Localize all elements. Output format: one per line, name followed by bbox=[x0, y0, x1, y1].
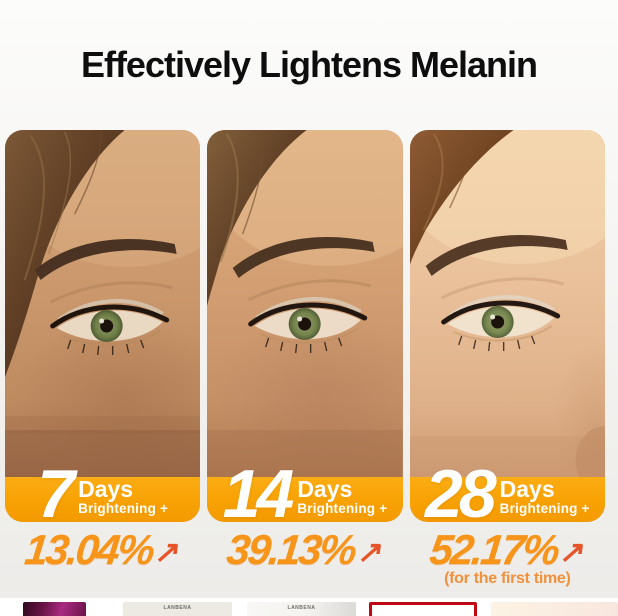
face-photo-7-days bbox=[5, 130, 201, 477]
thumbnail-carousel: LANBENA LANBENA bbox=[0, 598, 618, 616]
gallery-thumbnail-2[interactable]: LANBENA bbox=[123, 602, 232, 616]
face-photo-14-days bbox=[207, 130, 403, 477]
days-number: 7 bbox=[37, 456, 75, 522]
days-banner: 7 Days Brightening + bbox=[5, 461, 201, 522]
up-trend-arrow-icon: ↗ bbox=[355, 536, 386, 569]
days-banner: 14 Days Brightening + bbox=[207, 461, 403, 522]
comparison-panel-14-days: 14 Days Brightening + bbox=[207, 130, 403, 522]
gallery-thumbnail-3[interactable]: LANBENA bbox=[247, 602, 356, 616]
percent-cell-7-days: 13.04% ↗ bbox=[5, 526, 200, 588]
percent-value: 39.13% bbox=[224, 526, 358, 573]
thumbnail-brand-label: LANBENA bbox=[287, 605, 316, 611]
days-number: 28 bbox=[425, 456, 497, 522]
thumbnail-brand-label: LANBENA bbox=[163, 605, 192, 611]
gallery-thumbnail-5[interactable] bbox=[491, 602, 618, 616]
percent-value: 52.17% bbox=[427, 526, 560, 573]
days-word: Days bbox=[499, 475, 555, 502]
days-word: Days bbox=[297, 475, 353, 502]
percent-value: 13.04% bbox=[22, 526, 155, 573]
up-trend-arrow-icon: ↗ bbox=[153, 536, 184, 569]
brightening-percentages: 13.04% ↗ 39.13% ↗ 52.17% ↗ (for the firs… bbox=[5, 526, 605, 588]
days-word: Days bbox=[78, 475, 134, 502]
page-title: Effectively Lightens Melanin bbox=[80, 44, 538, 85]
face-photo-28-days bbox=[409, 130, 605, 477]
gallery-thumbnail-1[interactable] bbox=[23, 602, 86, 616]
days-banner: 28 Days Brightening + bbox=[409, 461, 605, 522]
days-number: 14 bbox=[222, 456, 295, 522]
brightening-label: Brightening + bbox=[297, 501, 388, 517]
comparison-panel-7-days: 7 Days Brightening + bbox=[5, 130, 201, 522]
comparison-panels: 7 Days Brightening + bbox=[5, 130, 605, 522]
brightening-label: Brightening + bbox=[78, 501, 169, 517]
first-time-note: (for the first time) bbox=[444, 570, 571, 587]
percent-cell-28-days: 52.17% ↗ (for the first time) bbox=[410, 526, 605, 588]
gallery-thumbnail-4-selected[interactable] bbox=[369, 602, 477, 616]
comparison-panel-28-days: 28 Days Brightening + bbox=[409, 130, 605, 522]
up-trend-arrow-icon: ↗ bbox=[558, 536, 588, 569]
brightening-label: Brightening + bbox=[499, 501, 590, 517]
percent-cell-14-days: 39.13% ↗ bbox=[207, 526, 402, 588]
